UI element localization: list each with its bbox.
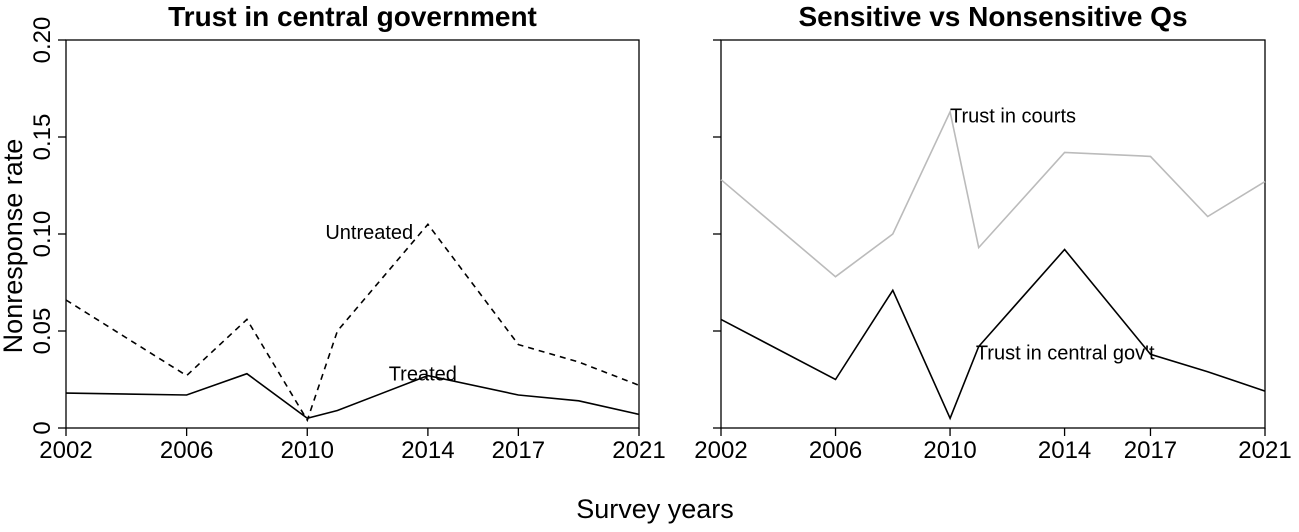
x-tick-label: 2002	[694, 437, 747, 464]
y-tick-label: 0.15	[29, 114, 56, 161]
x-tick-label: 2014	[1038, 437, 1091, 464]
x-axis-title: Survey years	[576, 494, 734, 524]
series-annotation: Treated	[389, 364, 457, 386]
series-line-trust-in-central-gov-t	[720, 248, 1266, 421]
x-tick-label: 2002	[39, 437, 92, 464]
chart-title: Sensitive vs Nonsensitive Qs	[798, 1, 1187, 32]
series-annotation: Untreated	[325, 222, 413, 244]
y-tick-label: 0.10	[29, 211, 56, 258]
y-tick-label: 0.05	[29, 308, 56, 355]
chart-panel-sensitive-vs-nonsensitive: Sensitive vs Nonsensitive Qs 2002 2006 2010…	[694, 1, 1291, 464]
chart-title: Trust in central government	[168, 1, 537, 32]
x-tick-label: 2010	[923, 437, 976, 464]
x-tick-label: 2017	[1124, 437, 1177, 464]
x-tick-label: 2021	[1238, 437, 1291, 464]
y-tick-label: 0	[29, 421, 56, 434]
series-annotation: Trust in central gov't	[976, 342, 1155, 364]
x-tick-label: 2021	[612, 437, 665, 464]
x-tick-label: 2006	[809, 437, 862, 464]
x-tick-label: 2017	[492, 437, 545, 464]
series-line-trust-in-courts	[720, 109, 1266, 278]
chart-panel-trust-central-government: Trust in central government 2002 2006 2010 2…	[29, 1, 666, 464]
plot-frame	[720, 39, 1266, 429]
x-tick-label: 2006	[160, 437, 213, 464]
series-line-treated	[65, 372, 640, 420]
x-tick-label: 2014	[401, 437, 454, 464]
x-tick-label: 2010	[281, 437, 334, 464]
y-tick-label: 0.20	[29, 17, 56, 64]
series-line-untreated	[65, 223, 640, 423]
series-annotation: Trust in courts	[950, 106, 1076, 128]
y-axis-title: Nonresponse rate	[0, 139, 28, 354]
